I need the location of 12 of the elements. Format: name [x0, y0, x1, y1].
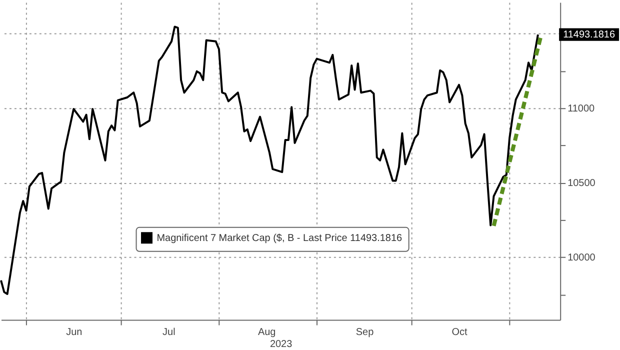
x-tick-label: Sep	[356, 327, 374, 338]
line-series	[0, 26, 539, 295]
legend-label: Magnificent 7 Market Cap ($, B - Last Price 11493.1816	[156, 232, 402, 244]
y-tick-label: 10500	[568, 178, 596, 190]
y-tick-label: 11000	[568, 104, 596, 115]
x-tick-label: Aug	[258, 327, 276, 338]
y-tick-label: 10000	[568, 252, 596, 264]
x-tick-label: Jun	[66, 327, 82, 338]
x-tick-label: Jul	[162, 327, 176, 338]
x-axis-title: 2023	[270, 339, 293, 350]
x-tick-label: Oct	[452, 327, 468, 338]
annotation: 11493.1816	[563, 30, 616, 41]
